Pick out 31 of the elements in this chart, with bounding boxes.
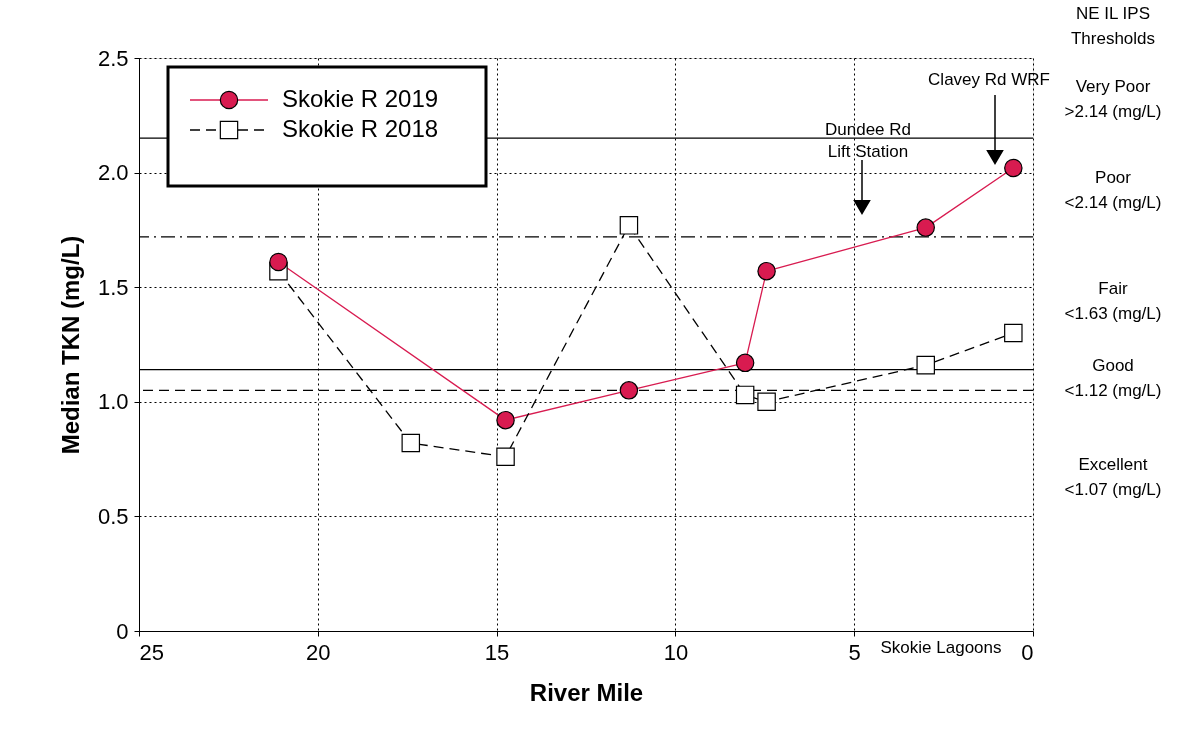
legend-label: Skokie R 2019 [282, 85, 439, 112]
y-tick-label: 1.0 [97, 389, 129, 415]
text: Poor [1095, 168, 1132, 187]
x-tick-label: 25 [139, 639, 164, 665]
y-tick-label: 0.5 [97, 503, 129, 529]
text: Excellent [1078, 455, 1148, 474]
text: <1.63 (mg/L) [1064, 304, 1162, 323]
annotation: Clavey Rd WRF [928, 70, 1050, 89]
text: NE IL IPS [1075, 4, 1151, 23]
y-tick-label: 2.0 [97, 160, 129, 186]
text: Fair [1098, 279, 1128, 298]
x-tick-label: 15 [484, 639, 510, 665]
y-tick-label: 2.5 [97, 45, 129, 71]
y-tick-label: 1.5 [97, 274, 129, 300]
legend-label: Skokie R 2018 [282, 115, 439, 142]
x-tick-label: 0 [1021, 639, 1034, 665]
x-tick-label: 10 [663, 639, 689, 665]
text: <2.14 (mg/L) [1064, 193, 1162, 212]
text: Skokie Lagoons [880, 638, 1002, 657]
x-tick-label: 20 [306, 639, 331, 665]
y-tick-label: 0 [116, 618, 129, 644]
text: Very Poor [1075, 77, 1151, 96]
x-tick-label: 5 [848, 639, 861, 665]
text: <1.07 (mg/L) [1064, 480, 1162, 499]
y-axis-title: Median TKN (mg/L) [56, 235, 84, 455]
text: <1.12 (mg/L) [1064, 381, 1162, 400]
x-axis-title: River Mile [529, 678, 644, 706]
annotation: Dundee Rd Lift Station [824, 120, 912, 161]
text: Good [1092, 356, 1134, 375]
text: Thresholds [1070, 29, 1156, 48]
text: >2.14 (mg/L) [1064, 102, 1162, 121]
